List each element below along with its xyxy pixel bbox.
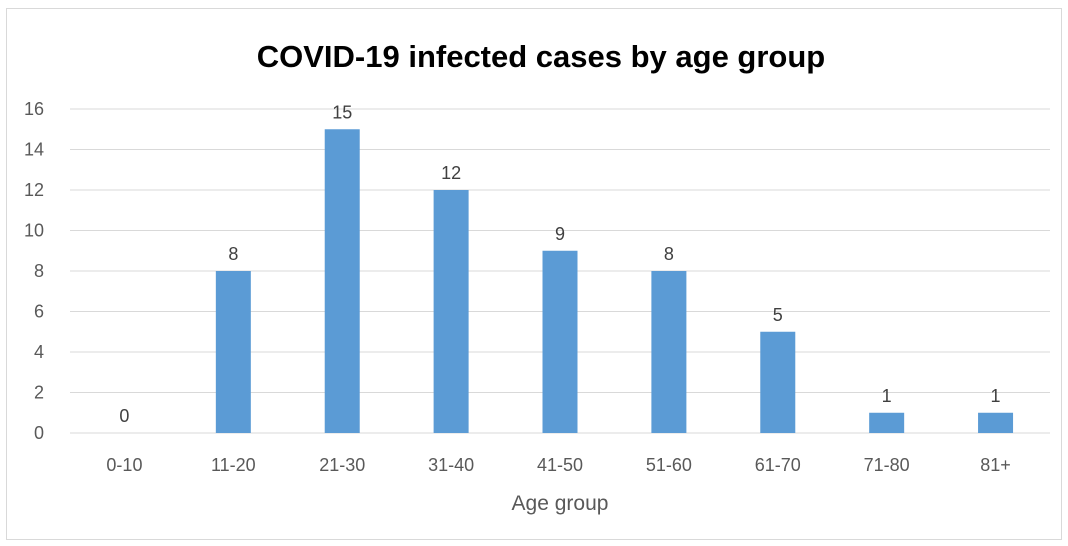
bar bbox=[215, 271, 251, 433]
bar bbox=[651, 271, 687, 433]
y-tick-label: 16 bbox=[24, 99, 44, 119]
data-label: 1 bbox=[882, 386, 892, 406]
data-label: 8 bbox=[664, 244, 674, 264]
bar bbox=[324, 129, 360, 433]
y-tick-label: 2 bbox=[34, 383, 44, 403]
x-category-label: 0-10 bbox=[106, 455, 142, 475]
x-category-label: 51-60 bbox=[646, 455, 692, 475]
bar bbox=[978, 412, 1014, 433]
data-label: 12 bbox=[441, 163, 461, 183]
y-tick-label: 10 bbox=[24, 221, 44, 241]
data-label: 15 bbox=[332, 102, 352, 122]
bars bbox=[215, 129, 1014, 433]
data-label: 9 bbox=[555, 224, 565, 244]
data-label: 8 bbox=[228, 244, 238, 264]
y-tick-label: 0 bbox=[34, 423, 44, 443]
y-tick-label: 8 bbox=[34, 261, 44, 281]
x-category-label: 61-70 bbox=[755, 455, 801, 475]
x-category-label: 81+ bbox=[980, 455, 1011, 475]
x-category-label: 31-40 bbox=[428, 455, 474, 475]
bar bbox=[542, 250, 578, 433]
x-category-label: 71-80 bbox=[864, 455, 910, 475]
x-category-label: 41-50 bbox=[537, 455, 583, 475]
bar bbox=[869, 412, 905, 433]
bar bbox=[433, 190, 469, 433]
x-axis-title: Age group bbox=[512, 492, 609, 515]
chart-frame bbox=[6, 8, 1062, 540]
x-category-label: 21-30 bbox=[319, 455, 365, 475]
chart-title: COVID-19 infected cases by age group bbox=[257, 39, 826, 74]
data-labels: 0 8 15 12 9 8 5 1 1 bbox=[119, 102, 1000, 426]
x-category-label: 11-20 bbox=[211, 455, 256, 475]
data-label: 5 bbox=[773, 305, 783, 325]
y-tick-label: 4 bbox=[34, 342, 44, 362]
data-label: 0 bbox=[119, 406, 129, 426]
y-tick-label: 14 bbox=[24, 140, 44, 160]
y-tick-label: 6 bbox=[34, 302, 44, 322]
y-axis-tick-labels: 0 2 4 6 8 10 12 14 16 bbox=[24, 99, 44, 443]
x-axis-category-labels: 0-10 11-20 21-30 31-40 41-50 51-60 61-70 71-80 8… bbox=[106, 455, 1010, 475]
bar bbox=[760, 331, 796, 433]
data-label: 1 bbox=[991, 386, 1001, 406]
y-tick-label: 12 bbox=[24, 180, 44, 200]
